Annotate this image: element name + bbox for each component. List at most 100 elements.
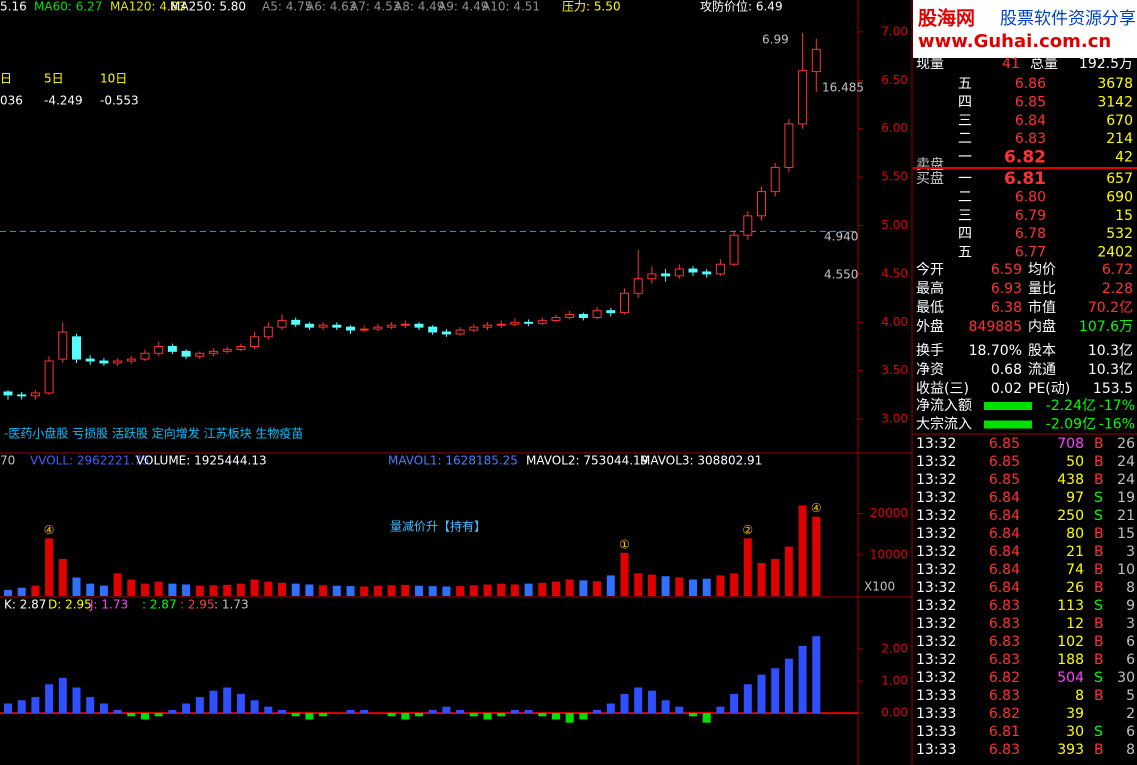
candle-body [592,310,602,318]
kdj-bar [497,713,506,717]
trade-time: 13:33 [916,742,956,758]
period-label: 10日 [100,72,127,86]
flow-pct: -17% [1099,398,1135,414]
stat-field: 今开 [916,262,944,278]
trade-time: 13:32 [916,634,956,650]
y-tick-label: 4.00 [881,315,908,329]
volume-header: MAVOL1: 1628185.25 [388,454,518,468]
book-level: 三 [958,113,972,129]
volume-bar [305,584,314,596]
trade-volume: 504 [1057,670,1084,686]
high-label: 6.99 [762,33,789,47]
candle-body [551,316,561,321]
kdj-bar [689,713,697,717]
book-price: 6.77 [1015,245,1046,261]
period-value: 036 [0,94,23,108]
trade-volume: 188 [1057,652,1084,668]
volume-bar [716,575,725,596]
volume-bar [209,585,218,596]
volume-bar [730,573,739,596]
trade-count: 3 [1126,616,1135,632]
trade-side: B [1094,562,1104,578]
book-level: 二 [958,131,972,147]
kdj-bar [730,693,739,714]
stat-field: 内盘 [1028,318,1056,335]
trade-volume: 113 [1057,598,1084,614]
level-label: 4.550 [824,268,858,282]
volume-unit: X100 [864,580,895,594]
logo-url: www.Guhai.com.cn [918,31,1111,52]
kdj-header: : 2.87 [142,598,177,612]
volume-marker: ④ [811,501,822,515]
volume-bar [647,574,656,596]
volume-bar [182,584,191,596]
kdj-header: J: 1.73 [89,598,128,612]
trade-price: 6.83 [989,634,1020,650]
candle-body [277,319,287,328]
stat-field: 流通 [1028,362,1056,378]
trade-volume: 21 [1066,544,1084,560]
volume-bar [168,583,177,596]
trade-side: S [1094,508,1103,524]
trade-time: 13:32 [916,526,956,542]
trade-volume: 8 [1075,688,1084,704]
period-value: -0.553 [100,94,139,108]
kdj-bar [716,706,725,714]
candle-body [510,321,520,325]
stat-field: 0.68 [991,362,1022,378]
top-bar-item: A7: 4.53 [350,0,400,14]
trade-side: S [1094,598,1103,614]
y-tick-label: 5.50 [881,170,908,184]
book-price: 6.83 [1015,131,1046,147]
trade-count: 8 [1126,742,1135,758]
stat-field: 153.5 [1093,381,1133,397]
volume-bar [579,580,588,596]
kdj-bar [99,703,108,714]
volume-bar [223,584,232,596]
top-bar-item: A8: 4.49 [394,0,444,14]
stat-field: 70.2亿 [1088,300,1133,316]
book-volume: 2402 [1097,245,1133,261]
y-tick-label: 3.00 [881,412,908,426]
book-volume: 3142 [1097,94,1133,110]
book-price: 6.84 [1015,113,1046,129]
stat-field: 外盘 [916,318,944,335]
trade-price: 6.82 [989,706,1020,722]
trade-count: 24 [1117,454,1135,470]
stat-field: 净资 [916,362,944,378]
trade-time: 13:32 [916,562,956,578]
y-tick-label: 0.00 [881,706,908,720]
trade-time: 13:33 [916,688,956,704]
candle-body [181,350,191,357]
kdj-header: : 2.95 [180,598,215,612]
kdj-bar [483,713,492,720]
kdj-bar [182,703,191,714]
trade-side: B [1094,544,1104,560]
candle-body [250,336,260,348]
top-bar-item: A5: 4.75 [262,0,312,14]
y-tick-label: 1.00 [881,674,908,688]
candle-body [715,263,725,275]
period-label: 日 [0,72,12,86]
trade-price: 6.84 [989,508,1020,524]
trade-price: 6.81 [989,724,1020,740]
candle-body [44,360,54,394]
stat-field: 6.72 [1102,262,1133,278]
candle-body [359,328,369,331]
candle-body [606,310,616,314]
kdj-bar [305,713,314,720]
trade-price: 6.83 [989,688,1020,704]
flow-pct: -16% [1099,417,1135,433]
y-tick-label: 2.00 [881,642,908,656]
volume-header: VOLUME: 1925444.13 [136,454,267,468]
quote-field: 41 [1002,56,1020,72]
candle-body [674,268,684,277]
volume-bar [387,585,396,596]
trade-time: 13:32 [916,670,956,686]
flow-bar [984,402,1032,410]
kdj-bar [538,713,547,717]
stat-field: 收益(三) [916,381,969,397]
kdj-bar [168,709,177,714]
